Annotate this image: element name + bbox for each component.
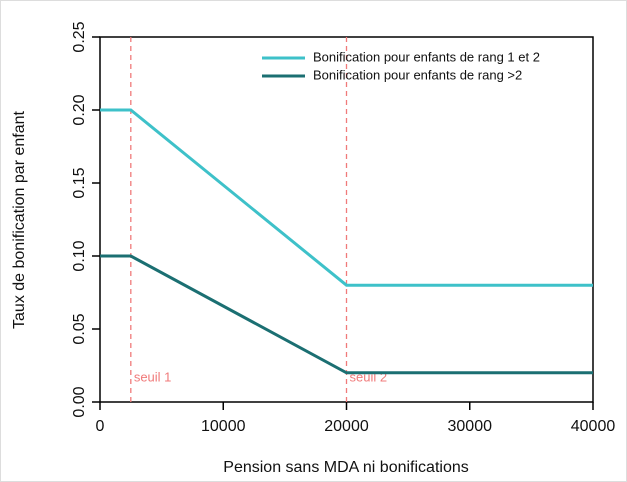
legend-label: Bonification pour enfants de rang >2: [313, 67, 522, 82]
y-tick-label: 0.15: [71, 167, 88, 198]
series-line: [100, 108, 593, 287]
x-tick-label: 40000: [571, 418, 616, 435]
legend-label: Bonification pour enfants de rang 1 et 2: [313, 49, 540, 64]
x-axis-label: Pension sans MDA ni bonifications: [223, 459, 468, 476]
y-tick-label: 0.00: [71, 386, 88, 417]
x-tick-label: 30000: [448, 418, 493, 435]
y-tick-label: 0.20: [71, 94, 88, 125]
x-tick-label: 10000: [201, 418, 246, 435]
y-tick-label: 0.10: [71, 240, 88, 271]
y-tick-label: 0.05: [71, 313, 88, 344]
x-tick-label: 20000: [324, 418, 369, 435]
series-line: [100, 254, 593, 375]
y-tick-label: 0.25: [71, 21, 88, 52]
threshold-label: seuil 1: [134, 369, 172, 384]
y-axis-label: Taux de bonification par enfant: [11, 110, 28, 328]
x-tick-label: 0: [96, 418, 105, 435]
